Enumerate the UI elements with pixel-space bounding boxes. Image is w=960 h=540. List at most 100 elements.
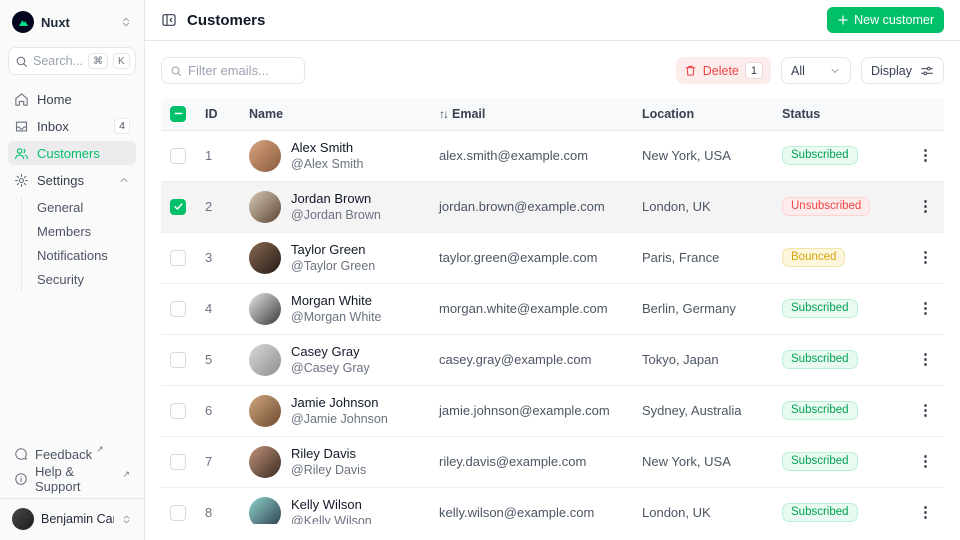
customer-name: Jamie Johnson [291, 394, 379, 410]
settings-submenu: General Members Notifications Security [21, 197, 136, 291]
filter-emails-input[interactable]: Filter emails... [161, 57, 305, 84]
sidebar-item-general[interactable]: General [37, 200, 84, 215]
row-id: 3 [205, 232, 249, 284]
table-row[interactable]: 5 Casey Gray @Casey Gray casey.gray@exam… [161, 334, 944, 386]
sidebar-footer-links: Feedback ↗ Help & Support ↗ [8, 443, 136, 494]
chevron-down-icon [829, 65, 841, 77]
external-link-icon: ↗ [122, 469, 130, 479]
customer-name: Taylor Green [291, 241, 366, 257]
table-body: 1 Alex Smith @Alex Smith alex.smith@exam… [161, 130, 944, 524]
sidebar-item-home[interactable]: Home [8, 87, 136, 111]
customer-email: jamie.johnson@example.com [439, 385, 642, 437]
customer-location: Sydney, Australia [642, 385, 782, 437]
row-actions-button[interactable]: ⋮ [912, 195, 939, 218]
user-name: Benjamin Canac [41, 512, 114, 526]
customer-handle: @Jamie Johnson [291, 411, 388, 426]
sidebar-item-label: Settings [37, 172, 84, 188]
sliders-icon [920, 64, 934, 78]
row-actions-button[interactable]: ⋮ [912, 450, 939, 473]
table-row[interactable]: 1 Alex Smith @Alex Smith alex.smith@exam… [161, 130, 944, 182]
users-icon [14, 146, 29, 161]
search-input[interactable]: Search... ⌘ K [8, 47, 136, 75]
column-header-id[interactable]: ID [205, 98, 249, 131]
sidebar-item-notifications[interactable]: Notifications [37, 248, 108, 263]
row-checkbox[interactable] [170, 300, 186, 317]
table-row[interactable]: 6 Jamie Johnson @Jamie Johnson jamie.joh… [161, 385, 944, 437]
collapse-sidebar-button[interactable] [161, 12, 177, 28]
row-actions-button[interactable]: ⋮ [912, 348, 939, 371]
column-header-status[interactable]: Status [782, 98, 912, 131]
column-header-name[interactable]: Name [249, 98, 439, 131]
customer-email: casey.gray@example.com [439, 334, 642, 386]
customer-name: Alex Smith [291, 139, 354, 155]
new-customer-button[interactable]: New customer [827, 7, 944, 33]
customer-name: Riley Davis [291, 445, 357, 461]
avatar [249, 292, 281, 325]
delete-button[interactable]: Delete 1 [675, 57, 771, 84]
customer-location: Tokyo, Japan [642, 334, 782, 386]
sidebar-item-settings[interactable]: Settings [8, 168, 136, 192]
home-icon [14, 92, 29, 107]
sidebar-item-customers[interactable]: Customers [8, 141, 136, 165]
sidebar-divider [0, 498, 144, 499]
help-support-link[interactable]: Help & Support ↗ [8, 464, 136, 494]
chevron-up-down-icon [120, 16, 132, 28]
avatar [249, 445, 281, 478]
chat-bubble-icon [14, 447, 28, 461]
select-all-checkbox[interactable] [170, 105, 186, 122]
row-checkbox[interactable] [170, 453, 186, 470]
avatar [249, 394, 281, 427]
avatar [249, 139, 281, 172]
avatar [249, 343, 281, 376]
status-filter-select[interactable]: All [781, 57, 851, 84]
table-row[interactable]: 7 Riley Davis @Riley Davis riley.davis@e… [161, 436, 944, 488]
gear-icon [14, 173, 29, 188]
row-actions-button[interactable]: ⋮ [912, 246, 939, 269]
customer-location: New York, USA [642, 130, 782, 182]
sidebar-item-security[interactable]: Security [37, 272, 84, 287]
sidebar-item-members[interactable]: Members [37, 224, 92, 239]
sidebar-item-inbox[interactable]: Inbox 4 [8, 114, 136, 138]
row-actions-button[interactable]: ⋮ [912, 399, 939, 422]
content-area: Filter emails... Delete 1 All [145, 41, 960, 540]
display-button[interactable]: Display [861, 57, 944, 84]
table-row[interactable]: 3 Taylor Green @Taylor Green taylor.gree… [161, 232, 944, 284]
row-checkbox[interactable] [170, 351, 186, 368]
chevron-up-down-icon [121, 514, 132, 525]
sidebar: Nuxt Search... ⌘ K Home [0, 0, 145, 540]
delete-label: Delete [702, 63, 739, 78]
user-avatar [12, 508, 34, 530]
workspace-name: Nuxt [41, 14, 70, 30]
sidebar-item-label: Home [37, 91, 72, 107]
user-menu[interactable]: Benjamin Canac [8, 499, 136, 532]
row-actions-button[interactable]: ⋮ [912, 297, 939, 320]
status-badge: Subscribed [782, 452, 858, 471]
workspace-switcher[interactable]: Nuxt [8, 8, 136, 36]
row-checkbox[interactable] [170, 249, 186, 266]
table-row[interactable]: 8 Kelly Wilson @Kelly Wilson kelly.wilso… [161, 487, 944, 524]
customer-location: Berlin, Germany [642, 283, 782, 335]
column-header-email[interactable]: ↑↓ Email [439, 98, 642, 131]
avatar [249, 190, 281, 223]
row-checkbox[interactable] [170, 147, 186, 164]
table-row[interactable]: 2 Jordan Brown @Jordan Brown jordan.brow… [161, 181, 944, 233]
external-link-icon: ↗ [96, 444, 104, 454]
column-header-location[interactable]: Location [642, 98, 782, 131]
filter-placeholder: Filter emails... [188, 63, 269, 78]
kbd-meta: ⌘ [88, 53, 109, 69]
row-actions-button[interactable]: ⋮ [912, 144, 939, 167]
row-actions-button[interactable]: ⋮ [912, 501, 939, 524]
customer-handle: @Alex Smith [291, 156, 364, 171]
sidebar-item-label: Customers [37, 145, 100, 161]
customer-email: taylor.green@example.com [439, 232, 642, 284]
customer-email: kelly.wilson@example.com [439, 487, 642, 524]
feedback-link[interactable]: Feedback ↗ [8, 443, 136, 465]
row-checkbox[interactable] [170, 504, 186, 521]
status-badge: Subscribed [782, 503, 858, 522]
status-badge: Bounced [782, 248, 846, 267]
row-checkbox[interactable] [170, 198, 186, 215]
row-checkbox[interactable] [170, 402, 186, 419]
customer-handle: @Casey Gray [291, 360, 370, 375]
table-row[interactable]: 4 Morgan White @Morgan White morgan.whit… [161, 283, 944, 335]
